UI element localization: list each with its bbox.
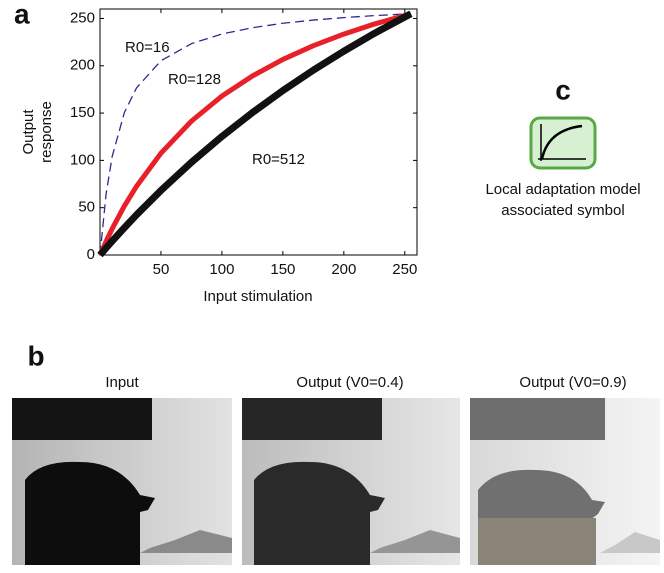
x-tick-label: 100 [209,261,234,278]
curve [97,10,413,258]
curve [99,13,411,256]
curve-label: R0=16 [125,39,170,56]
y-tick-label: 50 [78,199,95,216]
panel-label: b [27,340,44,371]
y-axis-label: Output response [20,101,55,163]
curve-label: R0=128 [168,71,221,88]
y-tick-label: 0 [87,246,95,263]
x-tick-label: 200 [331,261,356,278]
plot: 50 100 150 200 250 0 50 100 150 200 250 R0=16 R0=128… [70,9,417,278]
image-title: Output (V0=0.4) [296,374,403,391]
y-tick-label: 200 [70,57,95,74]
caption: associated symbol [501,202,624,219]
curve [97,11,412,257]
y-tick-label: 150 [70,104,95,121]
caption: Local adaptation model [485,181,640,198]
image-title: Output (V0=0.9) [519,374,626,391]
image [12,398,232,565]
plot-frame [99,8,418,256]
y-axis-label-line: Output [20,109,37,155]
x-tick-label: 250 [392,261,417,278]
model-symbol [529,116,597,170]
y-tick-label: 250 [70,9,95,26]
curve-label: R0=512 [252,151,305,168]
image [242,398,460,565]
image [470,398,660,565]
image-title: Input [105,374,139,391]
panel-label: a [14,0,30,29]
y-tick-label: 100 [70,151,95,168]
x-tick-label: 50 [153,261,170,278]
panel-label: c [555,74,571,105]
x-tick-label: 150 [270,261,295,278]
x-axis-label: Input stimulation [203,288,312,305]
y-axis-label-line: response [38,101,55,163]
